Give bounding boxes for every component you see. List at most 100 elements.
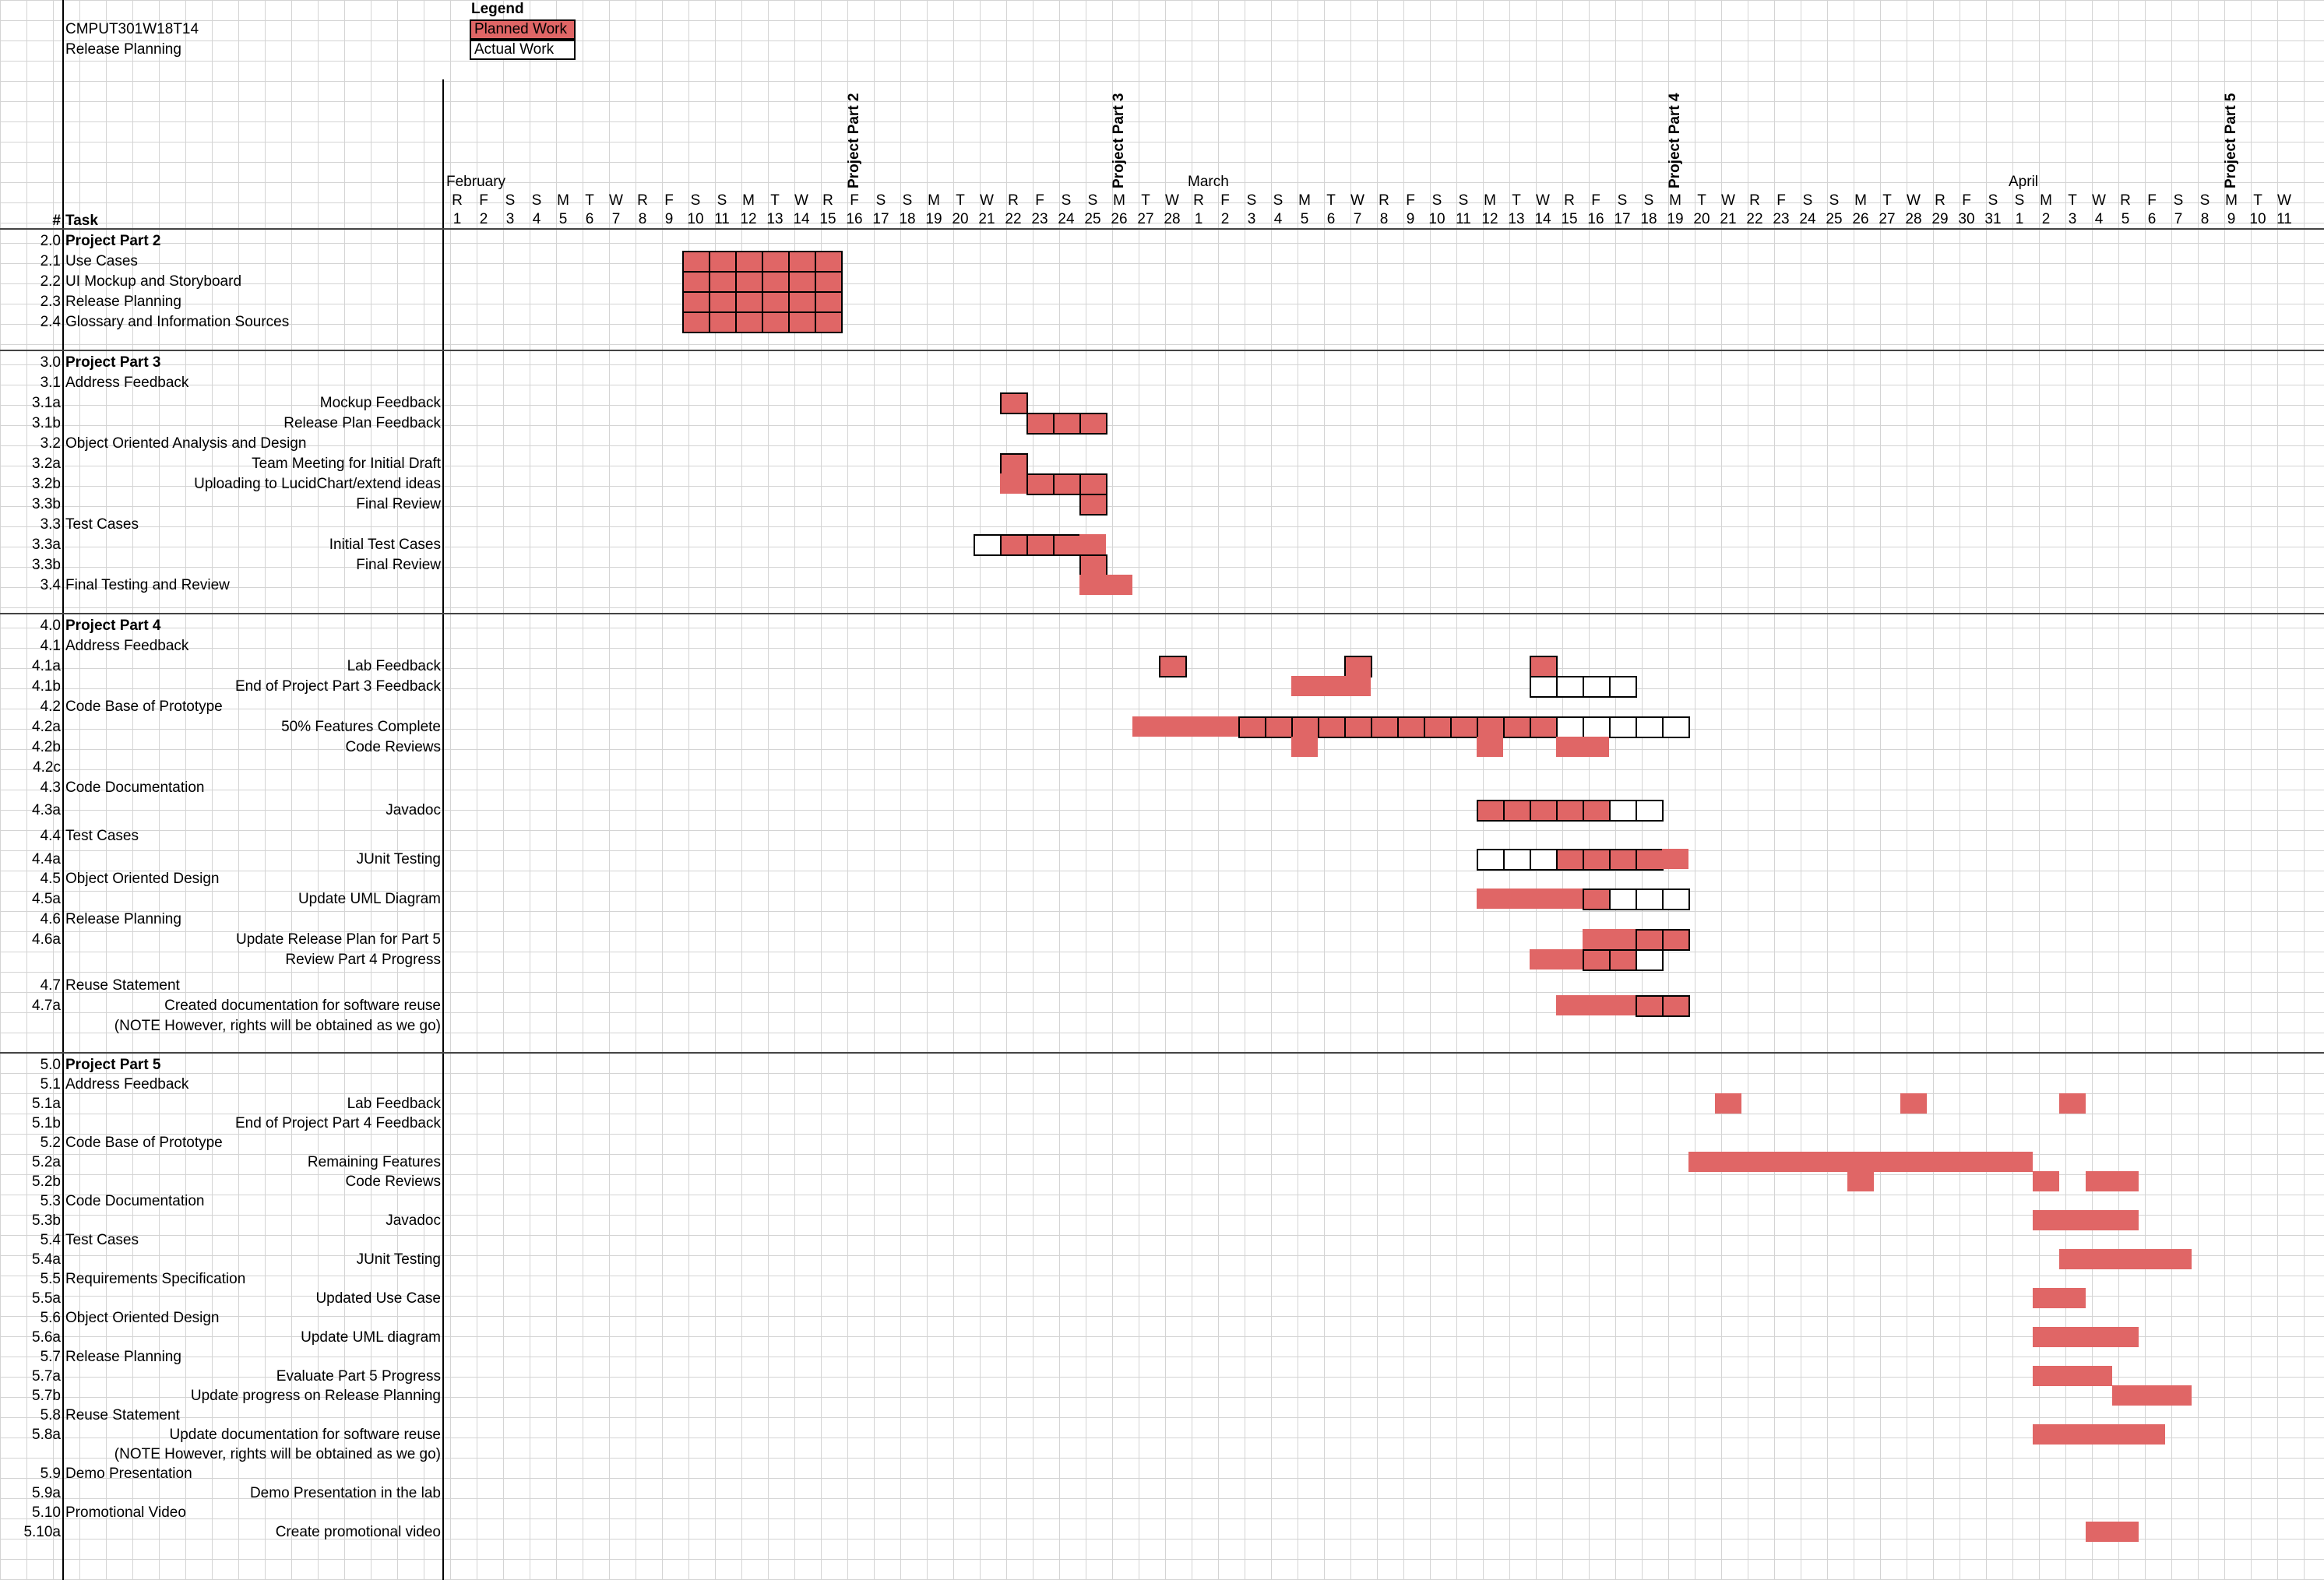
day-number: 21 [1720,211,1737,227]
day-number: 7 [2174,211,2183,227]
planned-actual-cell [1026,473,1055,495]
day-number: 14 [1534,211,1551,227]
task-name: Final Review [356,557,441,573]
day-number: 7 [611,211,621,227]
task-name: Javadoc [386,802,441,818]
planned-work-bar [1847,1171,1874,1191]
day-letter: S [1273,192,1283,209]
task-number: 2.1 [40,253,61,269]
day-letter: S [1246,192,1257,209]
planned-actual-cell [1636,929,1664,951]
planned-actual-cell [1318,716,1346,738]
legend-planned-label: Planned Work [474,21,567,37]
task-number: 3.1 [40,375,61,391]
day-letter: S [1087,192,1098,209]
planned-work-bar [1715,1093,1741,1114]
planned-work-bar [1132,716,1238,737]
day-letter: T [1697,192,1706,209]
day-number: 20 [952,211,969,227]
planned-actual-cell [788,251,816,273]
day-number: 3 [1247,211,1256,227]
day-number: 18 [899,211,916,227]
task-number: 3.2a [32,456,61,472]
day-letter: M [2225,192,2238,209]
month-label-february: February [446,174,506,190]
task-number: 4.5a [32,891,61,907]
task-number: 3.4 [40,577,61,593]
day-letter: M [928,192,940,209]
day-number: 20 [1693,211,1710,227]
day-number: 19 [925,211,942,227]
planned-actual-cell [815,291,843,313]
day-letter: M [742,192,755,209]
task-number: 3.3b [32,496,61,512]
day-letter: F [2147,192,2157,209]
planned-actual-cell [1026,534,1055,556]
day-number: 9 [664,211,674,227]
day-letter: F [1591,192,1600,209]
day-letter: F [1962,192,1971,209]
task-name: Release Planning [65,294,181,310]
task-name: Object Oriented Design [65,1310,220,1326]
planned-actual-cell [788,291,816,313]
planned-actual-cell [682,251,710,273]
task-name: Code Documentation [65,779,205,796]
day-number: 5 [558,211,568,227]
actual-work-cell [1530,676,1558,698]
day-number: 12 [740,211,757,227]
actual-work-cell [1662,889,1690,910]
day-letter: R [452,192,463,209]
actual-work-cell [1636,949,1664,971]
planned-actual-cell [1662,929,1690,951]
task-name: Lab Feedback [347,658,441,674]
day-number: 28 [1905,211,1922,227]
actual-work-cell [1662,716,1690,738]
day-letter: W [2277,192,2291,209]
day-letter: S [1802,192,1813,209]
day-number: 29 [1931,211,1949,227]
task-name: Test Cases [65,1232,139,1248]
day-letter: F [1406,192,1415,209]
task-name: Project Part 4 [65,618,161,634]
planned-actual-cell [1503,800,1531,822]
task-name: End of Project Part 4 Feedback [234,1115,441,1131]
day-number: 27 [1879,211,1896,227]
task-number: 5.3 [40,1193,61,1209]
task-name: Update Release Plan for Part 5 [236,931,441,948]
planned-actual-cell [1450,716,1478,738]
task-number: 3.2 [40,435,61,452]
task-name: Address Feedback [65,638,189,654]
day-letter: T [2068,192,2077,209]
task-name: Code Reviews [345,739,442,755]
planned-work-bar [1291,737,1318,757]
task-name: Update documentation for software reuse [169,1427,441,1443]
planned-actual-cell [1424,716,1452,738]
day-letter: F [850,192,859,209]
planned-actual-cell [762,291,790,313]
planned-actual-cell [762,251,790,273]
planned-actual-cell [1371,716,1399,738]
task-name: Created documentation for software reuse [164,998,441,1014]
task-name: Code Documentation [65,1193,205,1209]
day-number: 17 [872,211,889,227]
task-number: 5.6a [32,1329,61,1346]
planned-work-bar [1662,849,1688,869]
task-number: 5.9a [32,1485,61,1501]
planned-actual-cell [735,271,763,293]
planned-actual-cell [1053,534,1081,556]
day-letter: W [1536,192,1550,209]
day-letter: S [1431,192,1442,209]
task-number: 4.2c [33,759,61,776]
task-number: 4.3 [40,779,61,796]
day-number: 11 [714,211,730,227]
day-letter: S [1829,192,1840,209]
planned-work-bar [1291,676,1371,696]
planned-actual-cell [1583,889,1611,910]
planned-work-bar [2086,1522,2139,1542]
milestone-part-5: Project Part 5 [2223,93,2239,189]
day-number: 22 [1005,211,1022,227]
milestone-part-2: Project Part 2 [846,93,862,189]
task-number: 5.1a [32,1096,61,1112]
planned-work-bar [1477,889,1583,909]
legend-planned-swatch: Planned Work [470,19,576,40]
